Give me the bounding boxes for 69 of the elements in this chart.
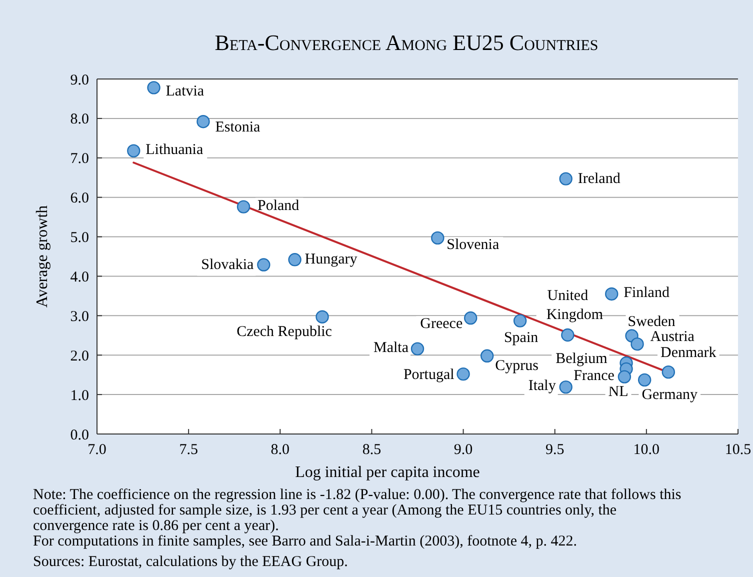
y-tick-label: 0.0	[70, 427, 89, 444]
point	[559, 380, 572, 394]
annotation: Portugal	[403, 367, 454, 384]
annotation: United Kingdom	[546, 288, 604, 323]
point	[431, 231, 444, 245]
x-tick-label: 8.0	[270, 442, 290, 458]
point	[630, 337, 644, 351]
x-tick-label: 10.0	[633, 442, 660, 458]
point	[513, 314, 527, 328]
point	[456, 367, 470, 381]
annotation: Austria	[650, 329, 695, 346]
x-tick-label: 8.5	[362, 442, 382, 458]
text: Note: The coefficience on the regression line is -1.82 (P-value: 0.00). The convergence rate that follows this coefficient, adjusted for sample size, is 1.93 per cent a year (Among the EU15 countries only, the convergence rate is 0.86 per cent a year).	[33, 487, 682, 534]
y-tick-label: 9.0	[70, 72, 89, 88]
point	[605, 287, 618, 301]
point	[561, 328, 574, 342]
annotation: Germany	[642, 386, 698, 403]
point	[618, 370, 632, 384]
annotation: Estonia	[215, 120, 261, 136]
point	[559, 172, 572, 186]
y-tick-label: 1.0	[70, 388, 89, 404]
annotation: Spain	[504, 330, 539, 346]
y-tick-label: 4.0	[70, 269, 89, 286]
annotation: Denmark	[660, 345, 717, 362]
point	[662, 365, 676, 379]
annotation: Poland	[258, 198, 300, 214]
x-tick-label: 7.5	[179, 442, 198, 458]
point	[127, 144, 140, 158]
y-tick-label: 2.0	[70, 348, 89, 364]
y-tick-label: 6.0	[70, 190, 89, 207]
y-tick-label: 5.0	[70, 230, 89, 246]
annotation: Slovenia	[446, 236, 500, 253]
annotation: Czech Republic	[236, 324, 332, 340]
y-tick-label: 8.0	[70, 112, 89, 128]
point	[638, 373, 652, 387]
chart-title: Beta-Convergence Among EU25 Countries	[214, 30, 598, 55]
y-tick-label: 7.0	[70, 151, 89, 168]
x-axis-title: Log initial per capita income	[295, 464, 480, 481]
point	[196, 115, 210, 128]
annotation: Greece	[420, 316, 463, 332]
annotation: Italy	[528, 378, 556, 394]
point	[480, 349, 494, 362]
annotation: Lithuania	[146, 142, 204, 158]
annotation: Slovakia	[201, 256, 254, 273]
annotation: Sweden	[628, 314, 676, 330]
point	[464, 311, 478, 325]
x-tick-label: 10.5	[724, 442, 752, 458]
point	[236, 200, 250, 214]
x-tick-label: 9.5	[545, 442, 564, 458]
y-axis-title: Average growth	[34, 205, 51, 308]
text: For computations in finite samples, see Barro and Sala-i-Martin (2003), footnote 4, p. 422.	[33, 534, 578, 550]
point	[316, 310, 329, 324]
annotation: Ireland	[578, 170, 621, 187]
annotation: Hungary	[304, 252, 358, 268]
x-tick-label: 9.0	[454, 442, 473, 458]
point	[257, 258, 270, 272]
annotation: Cyprus	[495, 358, 539, 374]
annotation: Belgium	[556, 351, 608, 367]
point	[288, 253, 302, 266]
y-tick-label: 3.0	[70, 308, 89, 325]
point	[147, 81, 160, 94]
point	[410, 342, 424, 356]
source-note: Sources: Eurostat, calculations by the EEAG Group.	[33, 554, 348, 570]
annotation: France	[574, 368, 615, 384]
annotation: Finland	[624, 284, 670, 301]
annotation: NL	[608, 384, 628, 400]
x-tick-label: 7.0	[88, 442, 106, 458]
annotation: Latvia	[166, 84, 204, 100]
annotation: Malta	[374, 340, 409, 356]
